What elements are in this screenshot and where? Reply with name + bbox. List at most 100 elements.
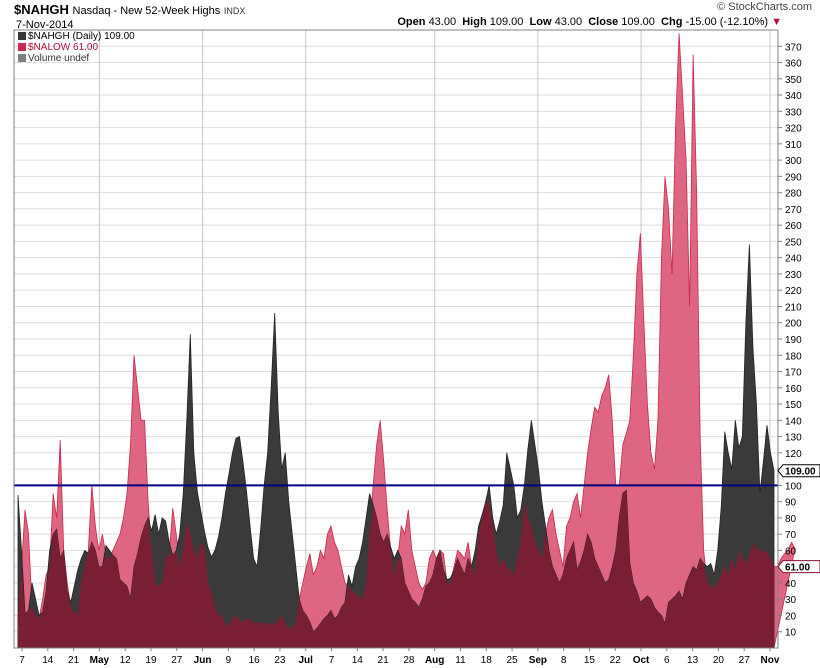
y-tick-label: 80 xyxy=(785,514,797,525)
x-tick-label: Aug xyxy=(425,655,444,666)
low-label: Low xyxy=(529,16,552,28)
y-tick-label: 210 xyxy=(785,302,802,313)
y-tick-label: 90 xyxy=(785,498,797,509)
y-tick-label: 240 xyxy=(785,254,802,265)
x-tick-label: 28 xyxy=(403,655,415,666)
legend-item-volume: Volume undef xyxy=(18,53,89,64)
y-axis: 1020304050607080901001101201301401501601… xyxy=(778,42,802,639)
y-tick-label: 20 xyxy=(785,611,797,622)
x-tick-label: Sep xyxy=(529,655,547,666)
y-tick-label: 30 xyxy=(785,595,797,606)
chart-date: 7-Nov-2014 xyxy=(16,19,74,31)
x-tick-label: 19 xyxy=(145,655,157,666)
y-tick-label: 260 xyxy=(785,221,802,232)
x-tick-label: 9 xyxy=(226,655,232,666)
y-tick-label: 370 xyxy=(785,42,802,53)
y-tick-label: 40 xyxy=(785,579,797,590)
y-tick-label: 140 xyxy=(785,416,802,427)
last-value-lows-box xyxy=(777,560,820,574)
y-tick-label: 280 xyxy=(785,189,802,200)
last-value-labels: 109.00 61.00 xyxy=(777,464,820,574)
chart-header: $NAHGH Nasdaq - New 52-Week Highs INDX 7… xyxy=(0,0,820,44)
x-tick-label: 12 xyxy=(120,655,132,666)
series-overlap-area xyxy=(18,490,774,648)
exchange: INDX xyxy=(223,6,246,16)
open-label: Open xyxy=(397,16,426,28)
open-value: 43.00 xyxy=(428,16,457,28)
legend-item-highs: $NAHGH (Daily) 109.00 xyxy=(18,31,135,42)
y-tick-label: 180 xyxy=(785,351,802,362)
y-tick-label: 230 xyxy=(785,270,802,281)
last-value-highs-text: 109.00 xyxy=(785,467,816,478)
legend-swatch-volume xyxy=(18,54,26,62)
x-tick-label: 14 xyxy=(42,655,54,666)
high-label: High xyxy=(462,16,487,28)
y-tick-label: 250 xyxy=(785,237,802,248)
x-tick-label: 20 xyxy=(713,655,725,666)
y-tick-label: 340 xyxy=(785,91,802,102)
y-tick-label: 70 xyxy=(785,530,797,541)
chg-value: -15.00 (-12.10%) xyxy=(685,16,769,28)
y-tick-label: 200 xyxy=(785,319,802,330)
series-lows-area xyxy=(17,33,796,649)
x-tick-label: 7 xyxy=(19,655,25,666)
x-tick-label: 15 xyxy=(584,655,596,666)
y-tick-label: 130 xyxy=(785,433,802,444)
last-value-highs-box xyxy=(777,464,820,478)
x-tick-label: 25 xyxy=(507,655,519,666)
legend-label-volume: Volume undef xyxy=(28,53,90,64)
y-tick-label: 220 xyxy=(785,286,802,297)
x-tick-label: Oct xyxy=(633,655,650,666)
legend-swatch-lows xyxy=(18,43,26,51)
x-tick-label: 27 xyxy=(739,655,751,666)
legend-swatch-highs xyxy=(18,32,26,40)
legend-label-highs: $NAHGH (Daily) 109.00 xyxy=(28,31,135,42)
legend-item-lows: $NALOW 61.00 xyxy=(18,42,98,53)
y-tick-label: 270 xyxy=(785,205,802,216)
x-tick-label: Jun xyxy=(194,655,212,666)
x-tick-label: 21 xyxy=(378,655,390,666)
y-tick-label: 60 xyxy=(785,546,797,557)
y-tick-label: 310 xyxy=(785,140,802,151)
x-tick-label: 8 xyxy=(561,655,567,666)
y-tick-label: 350 xyxy=(785,75,802,86)
x-tick-label: 18 xyxy=(481,655,493,666)
y-tick-label: 290 xyxy=(785,172,802,183)
y-tick-label: 190 xyxy=(785,335,802,346)
last-value-lows-text: 61.00 xyxy=(785,563,810,574)
x-tick-label: 13 xyxy=(687,655,699,666)
series-areas xyxy=(17,33,796,649)
x-axis: 7 14 21 May 12 19 27 Jun 9 16 23 Jul 7 14 21 28 Aug 11 18 2… xyxy=(19,648,780,666)
low-value: 43.00 xyxy=(554,16,583,28)
y-tick-label: 300 xyxy=(785,156,802,167)
y-tick-label: 150 xyxy=(785,400,802,411)
y-tick-label: 360 xyxy=(785,59,802,70)
high-value: 109.00 xyxy=(489,16,524,28)
x-tick-label: Nov xyxy=(761,655,780,666)
chg-label: Chg xyxy=(661,16,683,28)
y-tick-label: 170 xyxy=(785,368,802,379)
y-tick-label: 330 xyxy=(785,107,802,118)
x-tick-label: 11 xyxy=(455,655,466,666)
x-tick-label: 21 xyxy=(68,655,80,666)
x-tick-label: 23 xyxy=(274,655,286,666)
close-value: 109.00 xyxy=(621,16,655,28)
y-tick-label: 320 xyxy=(785,124,802,135)
x-tick-label: 6 xyxy=(664,655,670,666)
x-tick-label: 16 xyxy=(249,655,261,666)
close-label: Close xyxy=(588,16,619,28)
ohlc-readout: Open 43.00 High 109.00 Low 43.00 Close 1… xyxy=(397,16,782,28)
x-tick-label: Jul xyxy=(298,655,313,666)
x-tick-label: 14 xyxy=(352,655,364,666)
symbol-description: Nasdaq - New 52-Week Highs xyxy=(72,5,221,17)
y-tick-label: 120 xyxy=(785,449,802,460)
credit[interactable]: © StockCharts.com xyxy=(717,1,812,13)
x-tick-label: 27 xyxy=(171,655,183,666)
y-tick-label: 10 xyxy=(785,628,797,639)
legend-label-lows: $NALOW 61.00 xyxy=(28,42,99,53)
y-tick-label: 100 xyxy=(785,481,802,492)
x-tick-label: 22 xyxy=(610,655,622,666)
down-arrow-icon: ▼ xyxy=(771,16,782,28)
x-tick-label: May xyxy=(90,655,110,666)
